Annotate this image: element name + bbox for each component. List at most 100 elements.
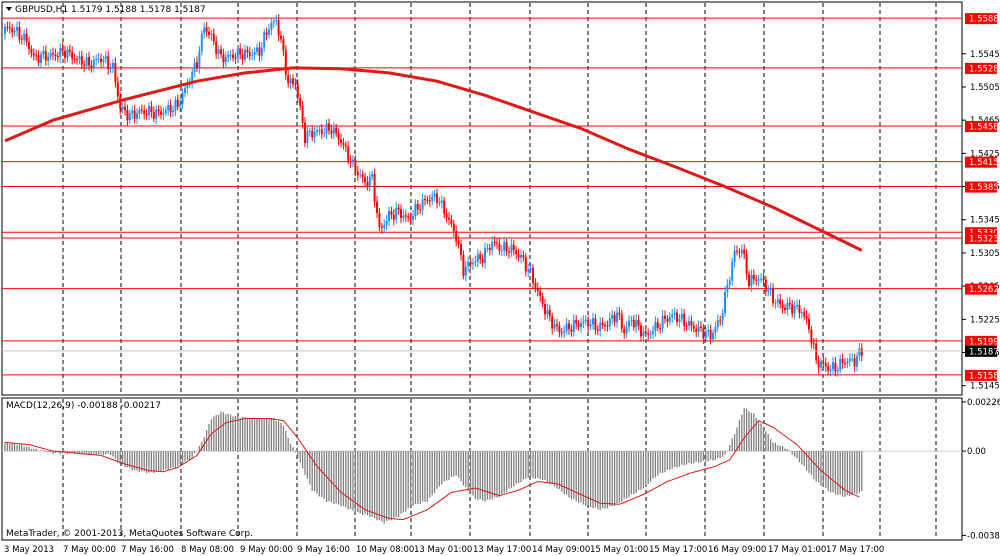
candle-bear[interactable] (335, 127, 338, 134)
candle-bear[interactable] (448, 217, 450, 220)
candle-bull[interactable] (318, 129, 321, 131)
candle-bear[interactable] (508, 251, 510, 253)
candle-bull[interactable] (642, 331, 645, 337)
candle-bull[interactable] (59, 47, 62, 58)
candle-bear[interactable] (409, 217, 412, 220)
candle-bear[interactable] (853, 358, 856, 367)
candle-bear[interactable] (361, 174, 364, 178)
candle-bear[interactable] (772, 288, 774, 304)
candle-bear[interactable] (695, 328, 698, 332)
candle-bear[interactable] (35, 55, 38, 57)
candle-bull[interactable] (714, 327, 717, 334)
candle-bear[interactable] (328, 123, 330, 131)
candle-bull[interactable] (313, 132, 316, 138)
candle-bull[interactable] (438, 202, 441, 204)
candle-bull[interactable] (510, 244, 513, 253)
candle-bear[interactable] (107, 56, 110, 70)
candle-bull[interactable] (721, 313, 724, 321)
candle-bull[interactable] (832, 362, 834, 370)
candle-bear[interactable] (798, 305, 801, 314)
candle-bear[interactable] (320, 129, 323, 134)
candle-bear[interactable] (301, 105, 304, 123)
candle-bull[interactable] (836, 370, 839, 372)
candle-bull[interactable] (268, 29, 270, 35)
candle-bull[interactable] (858, 348, 861, 357)
candle-bull[interactable] (402, 215, 405, 218)
candle-bear[interactable] (52, 53, 54, 55)
candle-bull[interactable] (760, 278, 762, 280)
candle-bear[interactable] (380, 226, 383, 228)
candle-bear[interactable] (54, 54, 57, 57)
candle-bear[interactable] (488, 248, 491, 250)
candle-bear[interactable] (601, 322, 604, 325)
candle-bear[interactable] (37, 55, 40, 63)
candle-bull[interactable] (316, 130, 318, 133)
candle-bear[interactable] (445, 213, 448, 218)
candle-bull[interactable] (186, 83, 189, 89)
candle-bear[interactable] (577, 323, 580, 328)
candle-bull[interactable] (66, 49, 69, 58)
candle-bear[interactable] (824, 363, 827, 367)
candle-bull[interactable] (464, 266, 467, 276)
candle-bear[interactable] (364, 177, 366, 183)
candle-bull[interactable] (227, 54, 230, 58)
candle-bear[interactable] (287, 74, 290, 84)
candle-bear[interactable] (460, 243, 462, 255)
candle-bear[interactable] (239, 48, 242, 55)
candle-bear[interactable] (133, 110, 136, 119)
candle-bear[interactable] (570, 329, 573, 332)
candle-bear[interactable] (119, 96, 122, 109)
candle-bull[interactable] (707, 330, 710, 332)
candle-bear[interactable] (299, 97, 302, 106)
candle-bull[interactable] (553, 324, 556, 329)
candle-bear[interactable] (808, 318, 810, 330)
candle-bull[interactable] (440, 200, 443, 203)
candle-bull[interactable] (236, 48, 239, 59)
candle-bear[interactable] (822, 361, 825, 364)
candle-bear[interactable] (246, 49, 249, 53)
candle-bear[interactable] (784, 307, 786, 311)
candle-bear[interactable] (810, 329, 813, 344)
candle-bull[interactable] (138, 109, 141, 114)
candle-bear[interactable] (803, 312, 806, 317)
candle-bear[interactable] (548, 309, 551, 317)
candle-bull[interactable] (421, 199, 424, 210)
candle-bear[interactable] (620, 314, 623, 329)
candle-bear[interactable] (755, 279, 758, 281)
candle-bear[interactable] (30, 49, 33, 54)
candle-bear[interactable] (436, 193, 438, 203)
candle-bear[interactable] (481, 259, 484, 263)
candle-bull[interactable] (263, 32, 266, 48)
candle-bear[interactable] (594, 318, 597, 330)
candle-bear[interactable] (205, 27, 208, 32)
candle-bull[interactable] (546, 309, 549, 315)
candle-bear[interactable] (752, 274, 755, 280)
candle-bull[interactable] (589, 324, 592, 327)
candle-bear[interactable] (764, 279, 767, 292)
candle-bull[interactable] (128, 113, 131, 121)
candle-bear[interactable] (330, 130, 333, 134)
candle-bull[interactable] (527, 269, 530, 272)
candle-bull[interactable] (102, 59, 105, 62)
candle-bull[interactable] (584, 319, 587, 322)
candle-bear[interactable] (788, 303, 791, 305)
candle-bull[interactable] (368, 176, 371, 186)
candle-bull[interactable] (829, 369, 832, 371)
candle-bear[interactable] (90, 65, 93, 68)
candle-bear[interactable] (397, 207, 400, 210)
candle-bear[interactable] (160, 111, 162, 115)
candle-bull[interactable] (308, 131, 311, 133)
candle-bear[interactable] (544, 303, 546, 315)
candle-bull[interactable] (848, 358, 851, 362)
candle-bull[interactable] (325, 123, 328, 134)
candle-bear[interactable] (76, 59, 78, 61)
candle-bull[interactable] (500, 250, 503, 252)
candle-bear[interactable] (6, 26, 9, 28)
candle-bull[interactable] (572, 320, 575, 332)
candle-bull[interactable] (839, 359, 842, 371)
candle-bear[interactable] (505, 242, 508, 252)
candle-bear[interactable] (738, 251, 741, 253)
candle-bull[interactable] (200, 33, 203, 52)
candle-bull[interactable] (476, 254, 479, 262)
